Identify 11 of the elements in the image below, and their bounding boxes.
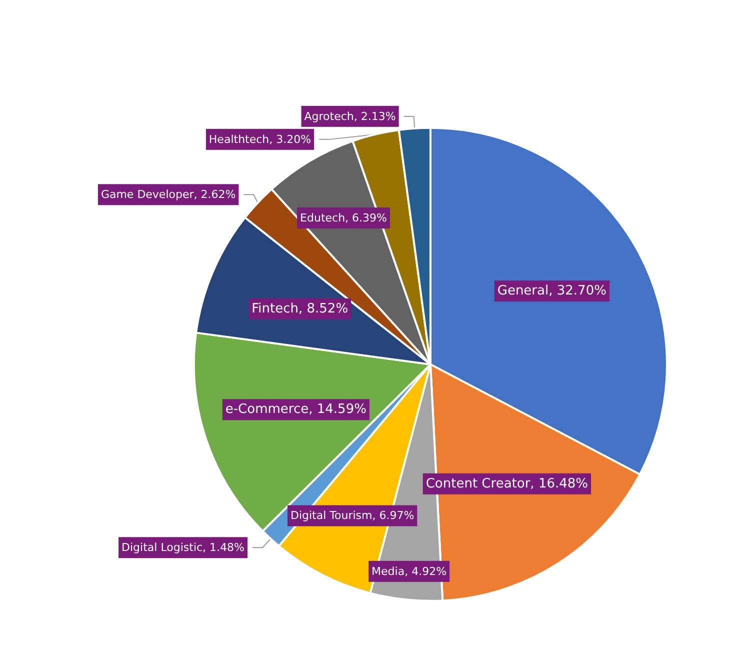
slice-label: Media, 4.92%	[372, 564, 447, 578]
slice-label: e-Commerce, 14.59%	[225, 402, 366, 418]
slice-label: Edutech, 6.39%	[300, 211, 387, 224]
slice-label: Digital Tourism, 6.97%	[290, 509, 414, 522]
slice-label: Game Developer, 2.62%	[100, 188, 236, 202]
slice-label: General, 32.70%	[497, 284, 606, 299]
slice-label: Content Creator, 16.48%	[426, 476, 588, 492]
slice-label: Fintech, 8.52%	[252, 301, 348, 316]
slice-label: Digital Logistic, 1.48%	[122, 541, 244, 554]
slice-label: Agrotech, 2.13%	[304, 110, 396, 123]
slice-label: Healthtech, 3.20%	[208, 132, 312, 146]
